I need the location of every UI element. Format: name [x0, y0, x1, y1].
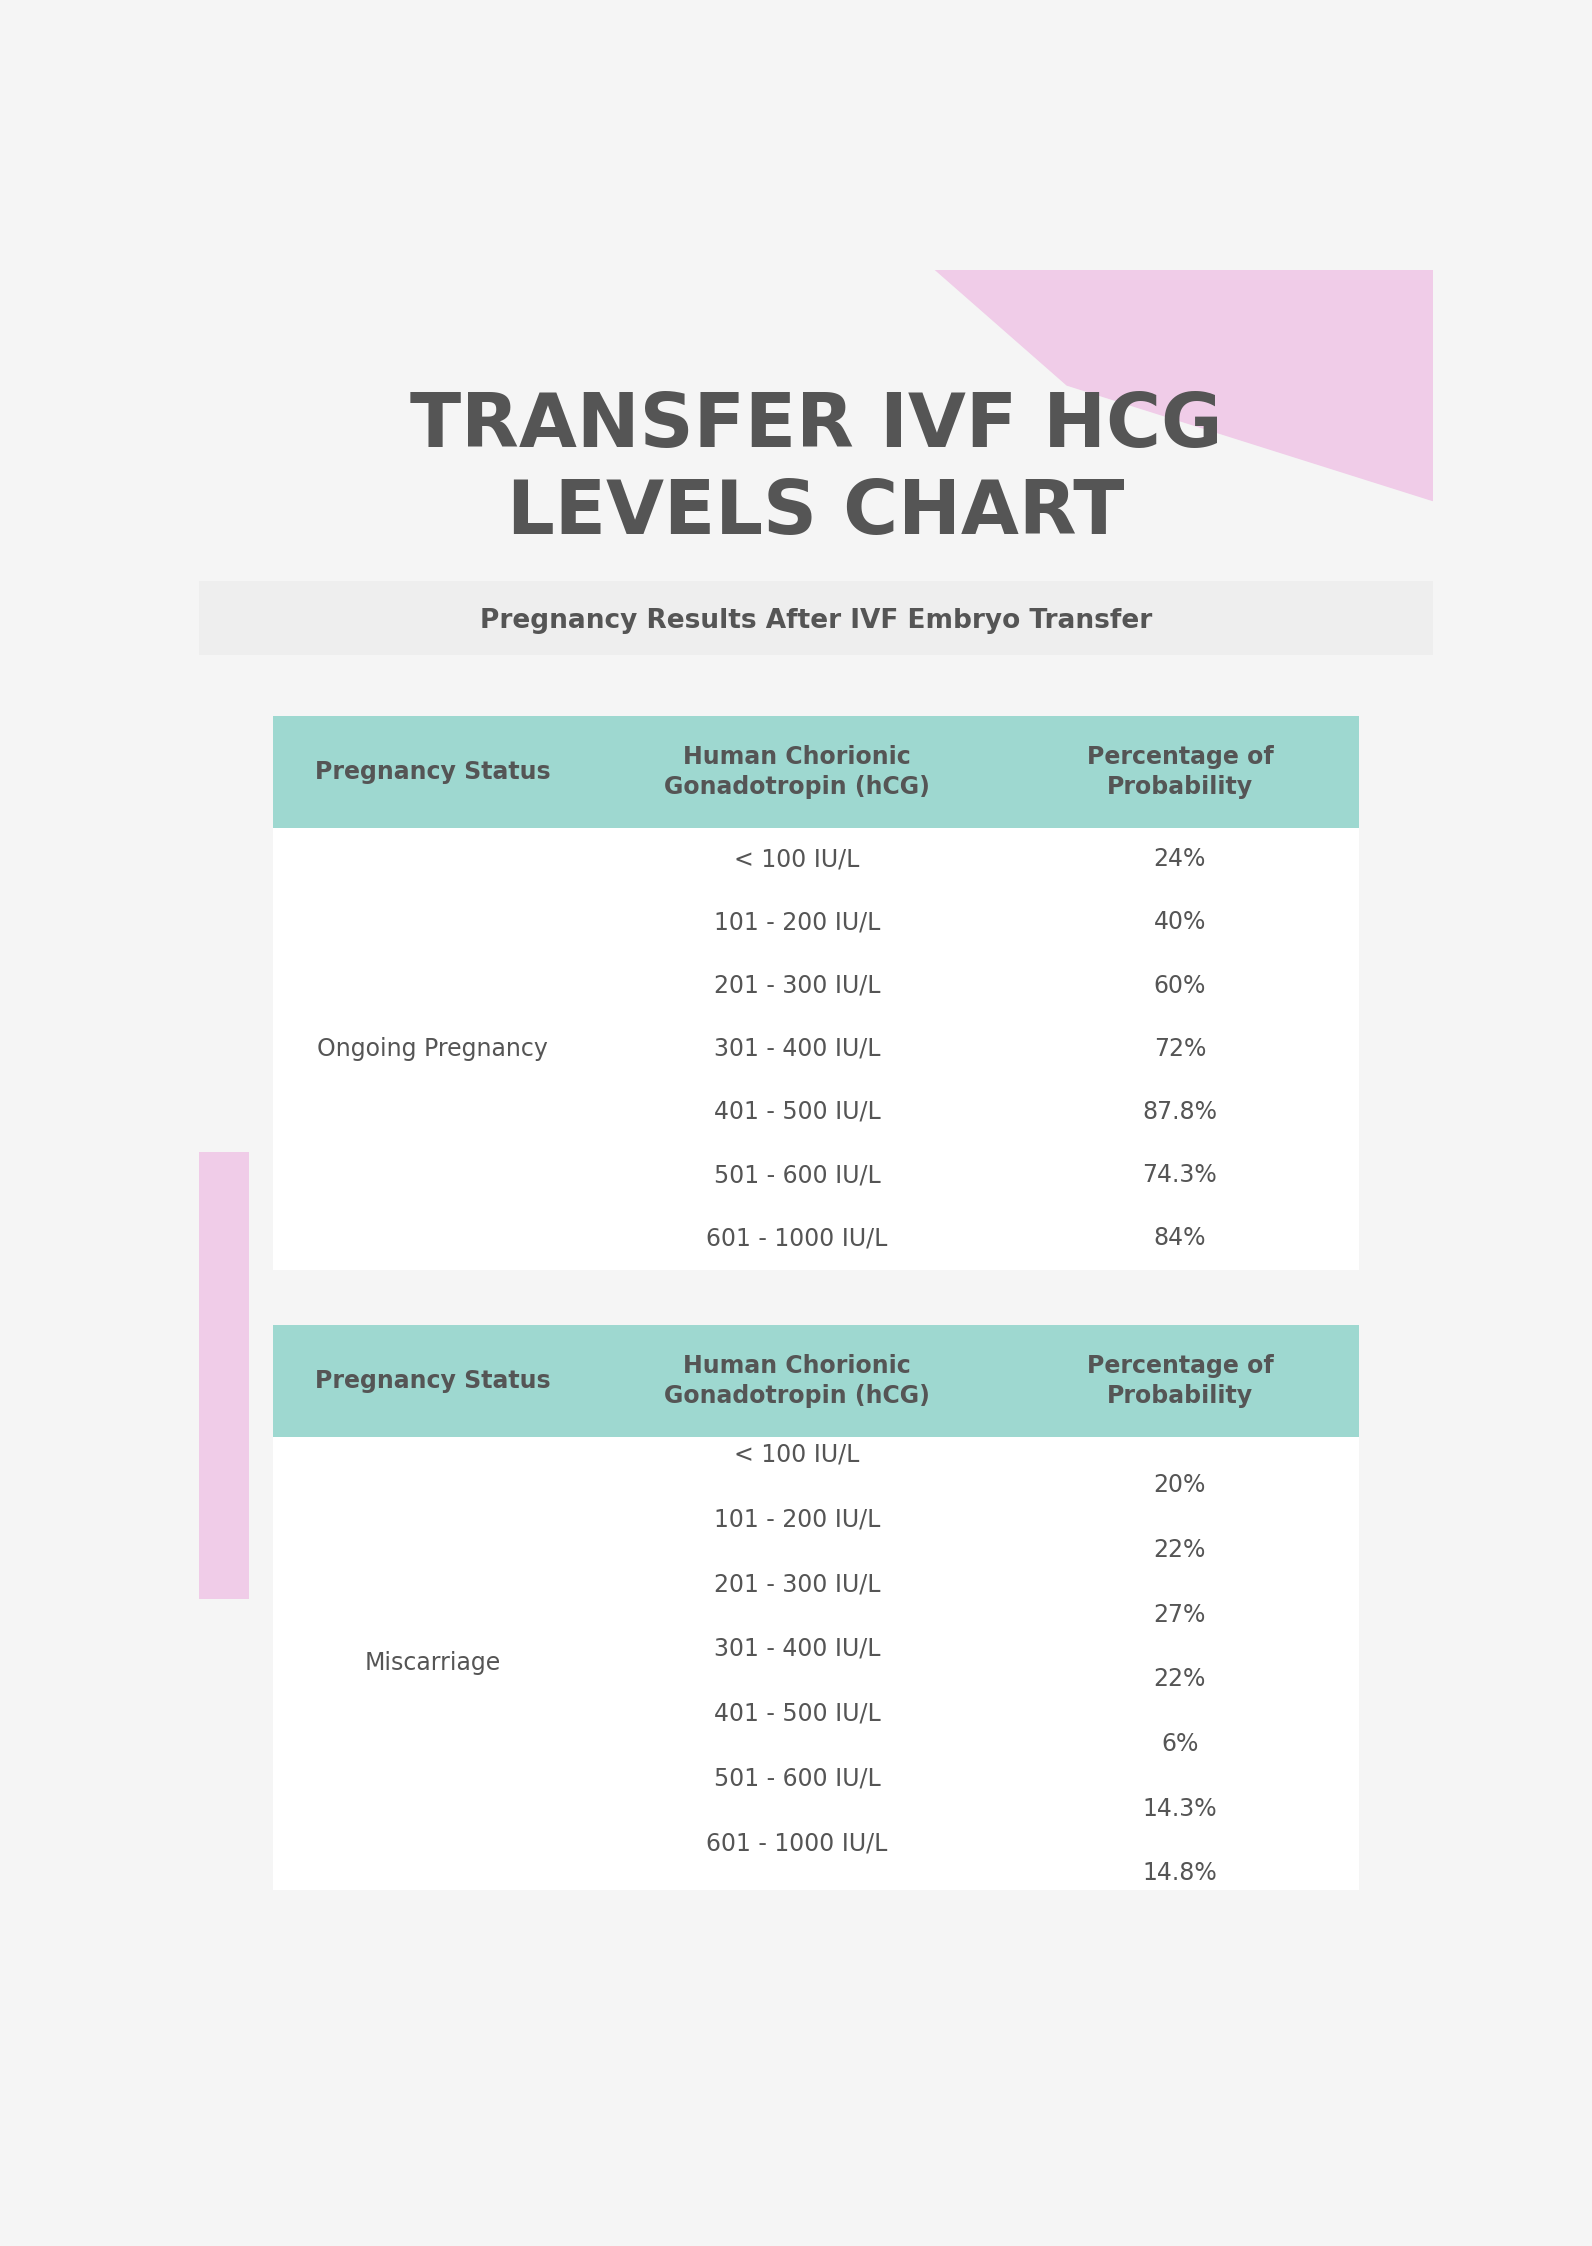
- FancyBboxPatch shape: [272, 1325, 1360, 1437]
- FancyBboxPatch shape: [272, 716, 1360, 829]
- Text: 40%: 40%: [1154, 910, 1207, 934]
- Text: 401 - 500 IU/L: 401 - 500 IU/L: [713, 1101, 880, 1123]
- Polygon shape: [935, 270, 1433, 501]
- Text: Pregnancy Results After IVF Embryo Transfer: Pregnancy Results After IVF Embryo Trans…: [479, 609, 1153, 633]
- Text: 20%: 20%: [1154, 1473, 1207, 1498]
- Text: 301 - 400 IU/L: 301 - 400 IU/L: [713, 1038, 880, 1060]
- FancyBboxPatch shape: [272, 829, 1360, 1269]
- Text: 14.8%: 14.8%: [1143, 1862, 1218, 1884]
- Text: Ongoing Pregnancy: Ongoing Pregnancy: [317, 1038, 548, 1060]
- Text: Human Chorionic
Gonadotropin (hCG): Human Chorionic Gonadotropin (hCG): [664, 746, 930, 800]
- Text: 501 - 600 IU/L: 501 - 600 IU/L: [713, 1163, 880, 1188]
- Text: 87.8%: 87.8%: [1143, 1101, 1218, 1123]
- FancyBboxPatch shape: [199, 582, 1433, 654]
- Text: 60%: 60%: [1154, 973, 1207, 997]
- Text: < 100 IU/L: < 100 IU/L: [734, 1442, 860, 1467]
- Text: Miscarriage: Miscarriage: [365, 1651, 501, 1676]
- Text: 201 - 300 IU/L: 201 - 300 IU/L: [713, 973, 880, 997]
- Text: 601 - 1000 IU/L: 601 - 1000 IU/L: [707, 1830, 888, 1855]
- Text: 101 - 200 IU/L: 101 - 200 IU/L: [713, 1507, 880, 1532]
- FancyBboxPatch shape: [199, 1152, 250, 1599]
- Text: 601 - 1000 IU/L: 601 - 1000 IU/L: [707, 1226, 888, 1251]
- Text: Percentage of
Probability: Percentage of Probability: [1086, 1354, 1274, 1408]
- Text: Percentage of
Probability: Percentage of Probability: [1086, 746, 1274, 800]
- Text: 501 - 600 IU/L: 501 - 600 IU/L: [713, 1765, 880, 1790]
- Text: TRANSFER IVF HCG
LEVELS CHART: TRANSFER IVF HCG LEVELS CHART: [409, 389, 1223, 550]
- Text: 301 - 400 IU/L: 301 - 400 IU/L: [713, 1637, 880, 1662]
- Text: 24%: 24%: [1154, 847, 1207, 871]
- Text: 74.3%: 74.3%: [1143, 1163, 1218, 1188]
- Text: 22%: 22%: [1154, 1667, 1207, 1691]
- Text: 84%: 84%: [1154, 1226, 1207, 1251]
- Text: 401 - 500 IU/L: 401 - 500 IU/L: [713, 1702, 880, 1725]
- Text: Human Chorionic
Gonadotropin (hCG): Human Chorionic Gonadotropin (hCG): [664, 1354, 930, 1408]
- FancyBboxPatch shape: [272, 1437, 1360, 1889]
- Text: < 100 IU/L: < 100 IU/L: [734, 847, 860, 871]
- Text: 72%: 72%: [1154, 1038, 1207, 1060]
- Text: 101 - 200 IU/L: 101 - 200 IU/L: [713, 910, 880, 934]
- Text: Pregnancy Status: Pregnancy Status: [315, 1370, 551, 1393]
- Text: 6%: 6%: [1161, 1732, 1199, 1756]
- Text: 14.3%: 14.3%: [1143, 1797, 1218, 1822]
- Text: 201 - 300 IU/L: 201 - 300 IU/L: [713, 1572, 880, 1597]
- Text: Pregnancy Status: Pregnancy Status: [315, 759, 551, 784]
- Text: 22%: 22%: [1154, 1539, 1207, 1561]
- Text: 27%: 27%: [1154, 1604, 1207, 1626]
